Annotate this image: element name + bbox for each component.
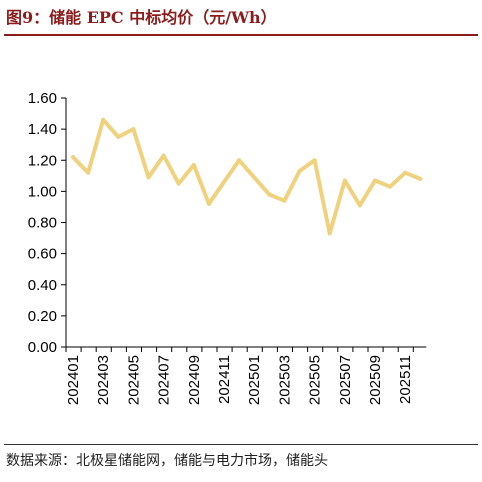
y-tick-label: 0.40 [28, 277, 57, 294]
y-tick-label: 1.00 [28, 183, 57, 200]
data-point [176, 181, 181, 186]
x-tick-label: 202401 [65, 355, 82, 405]
data-point [101, 117, 106, 122]
series-group [71, 117, 423, 236]
y-tick-label: 0.80 [28, 215, 57, 232]
y-tick-label: 0.00 [28, 339, 57, 356]
data-point [131, 127, 136, 132]
data-point [388, 184, 393, 189]
data-point [237, 158, 242, 163]
x-axis: 202401 202403 202405 202407 202409 202411 2025… [65, 346, 427, 405]
data-point [222, 180, 226, 185]
line-chart: 0.00 0.20 0.40 0.60 0.80 1.00 1.20 1.40 1.60 202… [28, 90, 427, 405]
title-divider [4, 34, 478, 36]
x-tick-label: 202511 [397, 355, 414, 404]
data-point [312, 158, 317, 163]
y-tick-label: 0.20 [28, 308, 57, 325]
y-tick-label: 0.60 [28, 246, 57, 263]
x-tick-label: 202505 [307, 355, 324, 405]
data-point [297, 169, 302, 174]
y-tick-label: 1.40 [28, 121, 57, 138]
series-line [71, 117, 423, 236]
footer-divider [4, 444, 478, 445]
data-point [206, 201, 211, 206]
data-point [146, 175, 151, 180]
data-point [373, 178, 377, 183]
data-source-note: 数据来源：北极星储能网，储能与电力市场，储能头 [6, 453, 328, 469]
x-tick-label: 202411 [216, 355, 233, 404]
x-tick-label: 202403 [95, 355, 112, 405]
data-point [86, 170, 91, 175]
x-tick-label: 202507 [337, 355, 354, 405]
y-axis: 0.00 0.20 0.40 0.60 0.80 1.00 1.20 1.40 1.60 [28, 90, 67, 356]
data-point [418, 176, 423, 181]
x-tick-label: 202409 [186, 355, 203, 405]
data-point [357, 203, 362, 208]
data-point [267, 192, 272, 197]
x-tick-label: 202501 [246, 355, 263, 405]
data-point [282, 198, 287, 203]
data-point [252, 175, 257, 180]
data-point [191, 162, 196, 167]
x-tick-label: 202503 [276, 355, 293, 405]
data-point [71, 155, 75, 160]
x-tick-label: 202407 [156, 355, 173, 405]
data-point [116, 134, 121, 139]
x-tick-label: 202405 [125, 355, 142, 405]
data-point [342, 178, 347, 183]
x-tick-label: 202509 [367, 355, 384, 405]
data-point [327, 231, 332, 236]
y-tick-label: 1.60 [28, 90, 57, 107]
chart-title: 图9：储能 EPC 中标均价（元/Wh） [6, 8, 277, 27]
data-point [161, 153, 166, 158]
data-point [403, 170, 408, 175]
y-tick-label: 1.20 [28, 152, 57, 169]
